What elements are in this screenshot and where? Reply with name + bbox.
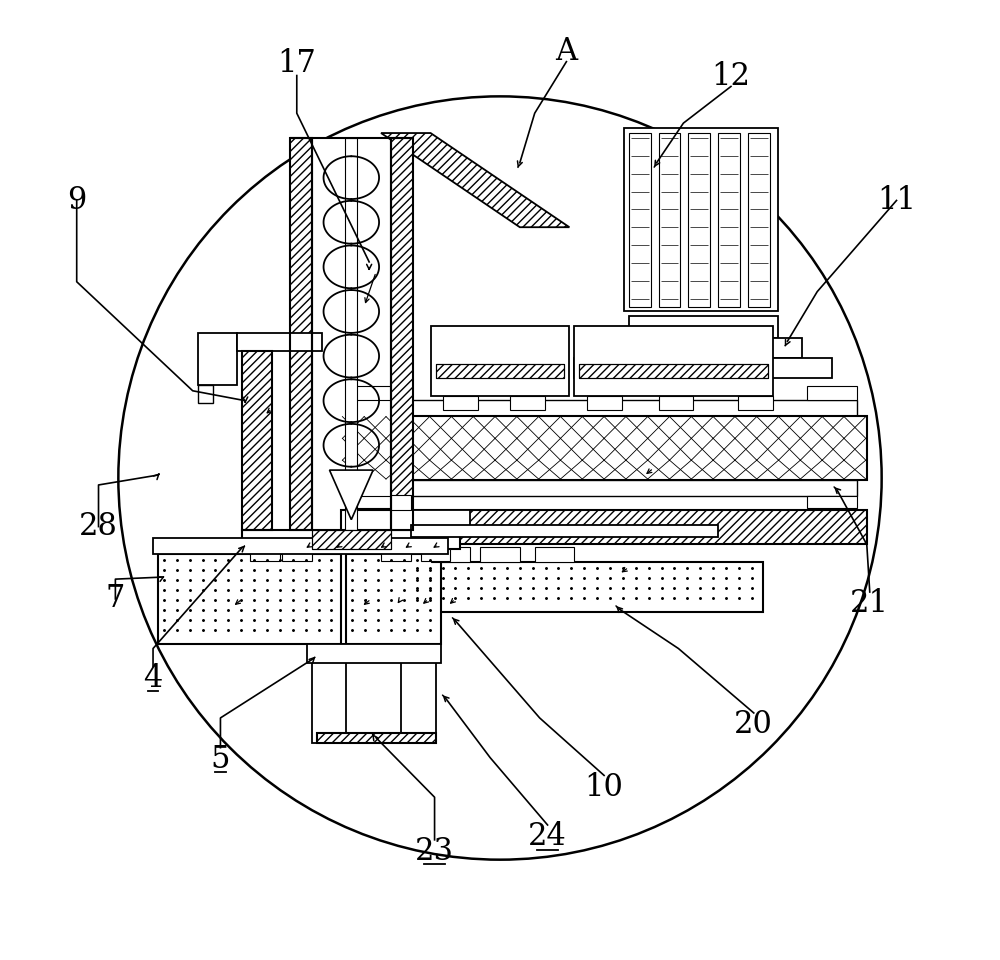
Text: 9: 9 — [67, 185, 86, 216]
Text: 20: 20 — [734, 709, 773, 740]
Bar — [312, 530, 391, 549]
Text: 24: 24 — [528, 822, 567, 852]
Text: 28: 28 — [79, 511, 118, 542]
Polygon shape — [317, 732, 436, 743]
Text: 21: 21 — [850, 588, 889, 619]
Bar — [579, 364, 768, 378]
Bar — [282, 549, 312, 562]
Bar — [307, 643, 441, 663]
Text: 10: 10 — [585, 772, 624, 803]
Text: 11: 11 — [877, 185, 916, 216]
Bar — [535, 547, 574, 563]
Bar — [312, 138, 391, 530]
Bar — [807, 386, 857, 399]
Bar — [659, 133, 680, 306]
Bar — [431, 326, 569, 396]
Bar — [158, 554, 341, 643]
Bar — [198, 333, 237, 385]
Bar — [574, 358, 832, 378]
Bar — [198, 385, 213, 402]
Text: 17: 17 — [277, 48, 316, 79]
Bar — [391, 138, 413, 530]
Bar — [579, 364, 768, 378]
Bar — [738, 396, 773, 410]
Bar — [401, 643, 436, 743]
Bar — [381, 549, 411, 562]
Text: A: A — [555, 36, 577, 67]
Bar — [351, 480, 857, 496]
Bar — [345, 138, 357, 530]
Bar — [411, 563, 763, 612]
Bar — [431, 547, 470, 563]
Bar — [436, 364, 564, 378]
Bar — [341, 510, 867, 544]
Text: 23: 23 — [415, 836, 454, 867]
Polygon shape — [329, 470, 373, 519]
Bar — [436, 364, 564, 378]
Bar — [237, 333, 322, 351]
Bar — [351, 399, 857, 416]
Bar — [629, 317, 778, 338]
Bar — [351, 386, 401, 399]
Bar — [242, 351, 272, 530]
Bar — [290, 138, 312, 530]
Bar — [688, 133, 710, 306]
Bar — [341, 510, 867, 544]
Bar — [510, 396, 545, 410]
Bar — [312, 643, 346, 743]
Text: 7: 7 — [106, 584, 125, 614]
Bar — [587, 396, 622, 410]
Bar — [242, 351, 272, 530]
Text: 4: 4 — [143, 662, 163, 694]
Bar — [624, 128, 778, 311]
Bar — [153, 539, 448, 554]
Bar — [659, 396, 693, 410]
Bar — [411, 524, 718, 537]
Bar — [443, 396, 478, 410]
Bar — [421, 549, 450, 562]
Bar — [250, 549, 280, 562]
Bar — [718, 133, 740, 306]
Bar — [604, 338, 802, 358]
Bar — [242, 530, 460, 549]
Bar — [346, 554, 441, 643]
Text: 5: 5 — [211, 744, 230, 775]
Bar — [391, 494, 411, 510]
Bar — [391, 138, 413, 530]
Bar — [807, 496, 857, 508]
Text: 12: 12 — [711, 61, 750, 92]
Bar — [341, 416, 867, 480]
Bar — [629, 133, 651, 306]
Polygon shape — [381, 133, 569, 228]
Bar — [480, 547, 520, 563]
Bar — [574, 326, 773, 396]
Bar — [312, 530, 391, 549]
Bar — [290, 138, 312, 530]
Bar — [351, 496, 401, 508]
Bar — [391, 510, 470, 530]
Bar — [748, 133, 770, 306]
